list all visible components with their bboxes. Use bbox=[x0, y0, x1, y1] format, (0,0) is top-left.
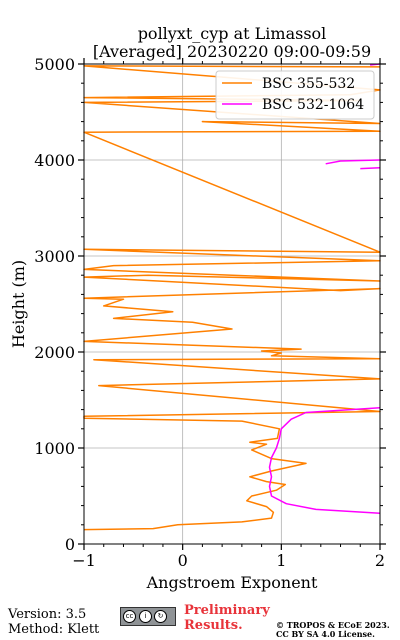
y-tick-label: 3000 bbox=[34, 247, 75, 266]
sa-icon: ↻ bbox=[154, 610, 167, 623]
series-line-bsc-355-532 bbox=[83, 65, 381, 531]
x-tick-label: 0 bbox=[178, 551, 188, 570]
copyright-line-1: © TROPOS & ECoE 2023. bbox=[276, 620, 390, 630]
chart-title-line-2: [Averaged] 20230220 09:00-09:59 bbox=[92, 42, 372, 61]
y-axis-label: Height (m) bbox=[9, 260, 28, 348]
legend-label-bsc-532-1064: BSC 532-1064 bbox=[262, 97, 364, 113]
chart-title-line-1: pollyxt_cyp at Limassol bbox=[137, 24, 327, 43]
x-tick-label: −1 bbox=[72, 551, 96, 570]
legend-label-bsc-355-532: BSC 355-532 bbox=[262, 76, 355, 92]
y-tick-label: 4000 bbox=[34, 151, 75, 170]
copyright-line-2: CC BY SA 4.0 License. bbox=[276, 629, 375, 639]
method-text: Method: Klett bbox=[8, 622, 100, 637]
y-tick-label: 2000 bbox=[34, 343, 75, 362]
cc-license-logo: cc i ↻ bbox=[120, 607, 176, 626]
legend-box bbox=[215, 70, 375, 120]
cc-icon: cc bbox=[123, 610, 136, 623]
version-text: Version: 3.5 bbox=[8, 607, 87, 622]
ticks bbox=[78, 58, 386, 550]
series-line-bsc-532-1064 bbox=[268, 63, 381, 515]
x-tick-label: 2 bbox=[375, 551, 385, 570]
legend: BSC 355-532 BSC 532-1064 bbox=[215, 70, 375, 120]
preliminary-line-2: Results. bbox=[184, 618, 243, 633]
x-tick-label: 1 bbox=[276, 551, 286, 570]
preliminary-line-1: Preliminary bbox=[184, 603, 270, 618]
plot-lines bbox=[83, 63, 381, 531]
plot-frame bbox=[83, 63, 381, 545]
by-icon: i bbox=[139, 610, 152, 623]
y-tick-label: 5000 bbox=[34, 55, 75, 74]
grid bbox=[84, 64, 380, 544]
y-tick-label: 1000 bbox=[34, 439, 75, 458]
x-axis-label: Angstroem Exponent bbox=[146, 573, 318, 592]
y-tick-label: 0 bbox=[65, 535, 75, 554]
